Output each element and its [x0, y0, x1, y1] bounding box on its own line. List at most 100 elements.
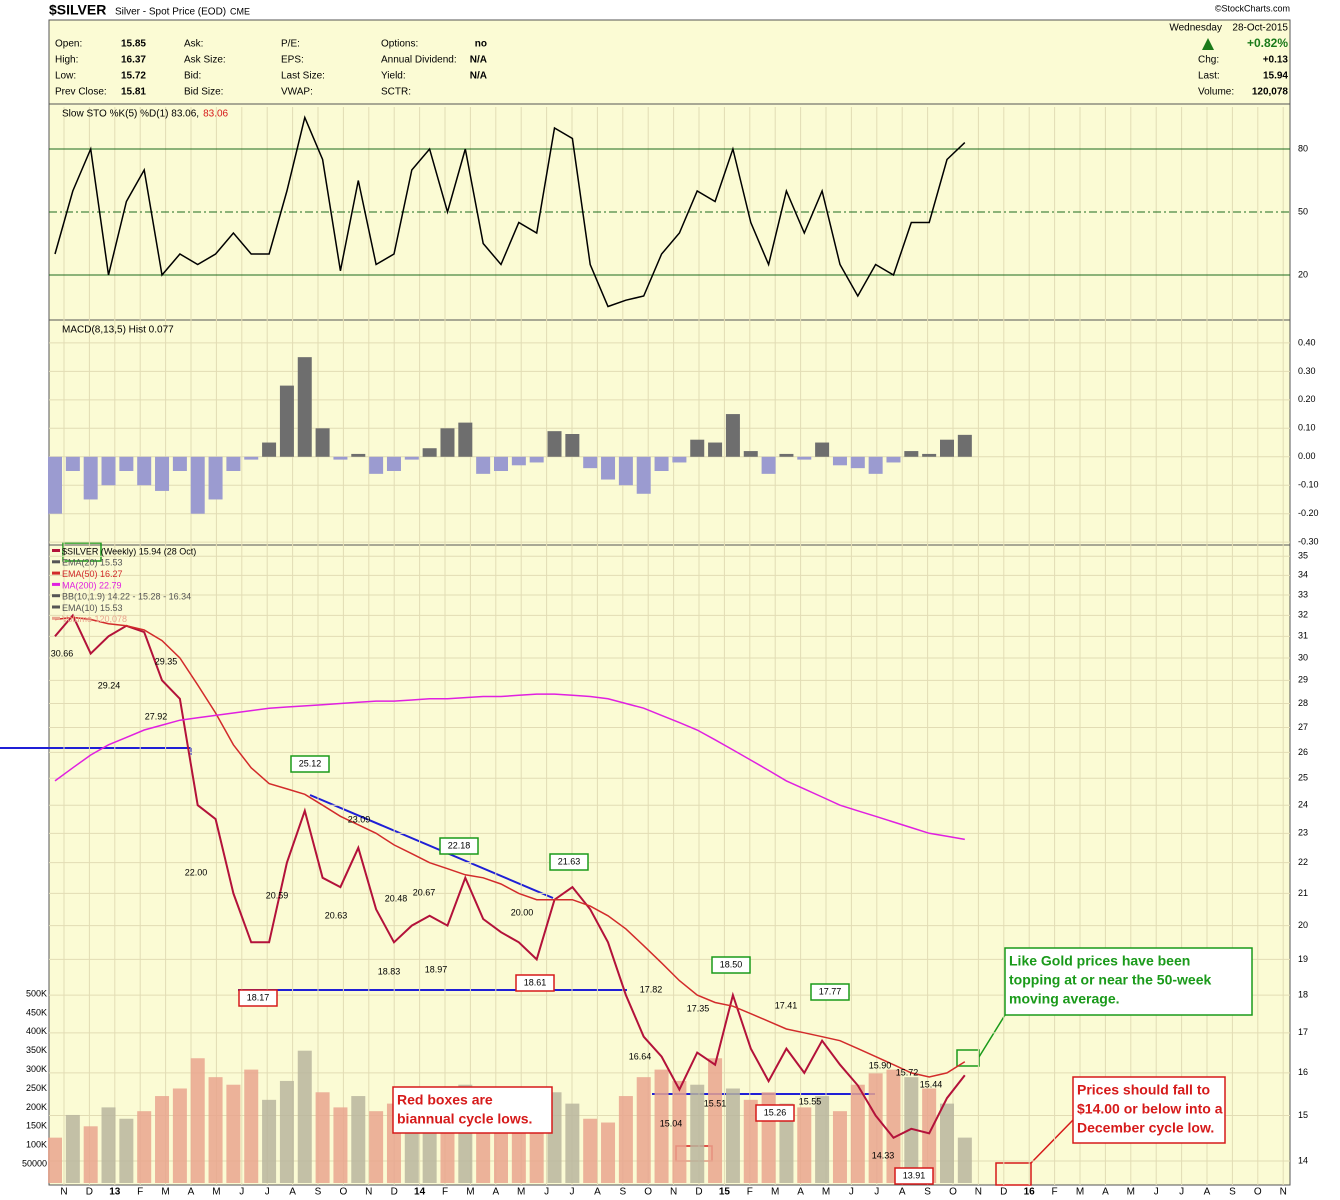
histogram-bar	[850, 456, 865, 469]
callout-text: Prices should fall to	[1077, 1082, 1210, 1098]
volume-bar	[618, 1096, 633, 1183]
up-arrow	[1202, 38, 1214, 50]
histogram-bar	[761, 456, 776, 474]
x-tick-label: J	[265, 1187, 270, 1198]
quote-label: Bid Size:	[184, 87, 223, 98]
histogram-bar	[315, 428, 330, 457]
cycle-box	[995, 1162, 1032, 1186]
price-annotation: 17.77	[819, 986, 842, 996]
volume-bar	[351, 1096, 366, 1183]
legend-swatch	[52, 582, 60, 586]
y-tick-label: 19	[1298, 954, 1308, 964]
histogram-bar	[708, 442, 723, 457]
x-tick-label: D	[391, 1187, 398, 1198]
y-tick-label: 29	[1298, 675, 1308, 685]
volume-bar	[583, 1118, 598, 1183]
volume-bar	[155, 1096, 170, 1183]
volume-bar	[779, 1103, 794, 1183]
y2-tick-label: 350K	[26, 1045, 47, 1055]
quote-label: Last:	[1198, 71, 1220, 82]
quote-value: 120,078	[1252, 87, 1289, 98]
quote-label: Options:	[381, 39, 418, 50]
quote-value: 15.85	[121, 39, 146, 50]
annotation-box	[290, 755, 330, 773]
x-tick-label: S	[924, 1187, 931, 1198]
histogram-bar	[815, 442, 830, 457]
x-tick-label: J	[544, 1187, 549, 1198]
y-tick-label: 32	[1298, 610, 1308, 620]
y-tick-label: 17	[1298, 1027, 1308, 1037]
x-tick-label: A	[797, 1187, 804, 1198]
x-tick-label: O	[1254, 1187, 1262, 1198]
price-annotation: 30.66	[51, 648, 74, 658]
y-tick-label: 24	[1298, 800, 1308, 810]
volume-bar	[868, 1073, 883, 1183]
histogram-bar	[226, 456, 241, 471]
volume-bar	[137, 1111, 152, 1183]
y2-tick-label: 200K	[26, 1102, 47, 1112]
histogram-bar	[779, 453, 794, 457]
x-tick-label: F	[747, 1187, 753, 1198]
x-tick-label: D	[1000, 1187, 1007, 1198]
histogram-bar	[743, 451, 758, 457]
x-tick-label: A	[492, 1187, 499, 1198]
annotation-box	[711, 956, 751, 974]
day: Wednesday	[1169, 23, 1222, 34]
price-annotation: 17.82	[640, 984, 663, 994]
quote-value: 15.72	[121, 71, 146, 82]
legend-swatch	[52, 616, 60, 620]
price-annotation: 15.51	[704, 1098, 727, 1108]
price-annotation: 15.55	[799, 1096, 822, 1106]
price-annotation: 18.50	[720, 959, 743, 969]
price-annotation: 15.90	[869, 1060, 892, 1070]
histogram-bar	[547, 431, 562, 457]
x-tick-label: J	[239, 1187, 244, 1198]
histogram-bar	[65, 456, 80, 471]
quote-label: Bid:	[184, 71, 201, 82]
quote-value: N/A	[470, 71, 487, 82]
x-tick-label: N	[1280, 1187, 1287, 1198]
volume-bar	[279, 1080, 294, 1183]
price-line	[54, 613, 966, 1140]
price-annotation: 18.97	[425, 964, 448, 974]
x-tick-label: A	[188, 1187, 195, 1198]
x-tick-label: F	[137, 1187, 143, 1198]
volume-bar	[101, 1107, 116, 1183]
x-tick-label: F	[1052, 1187, 1058, 1198]
histogram-bar	[386, 456, 401, 471]
quote-label: Ask Size:	[184, 55, 226, 66]
callout-box	[1004, 947, 1253, 1016]
histogram-bar	[48, 456, 62, 514]
histogram-bar	[672, 456, 687, 463]
histogram-bar	[601, 456, 616, 480]
histogram-bar	[476, 456, 491, 474]
legend-label: BB(10,1.9) 14.22 - 15.28 - 16.34	[62, 592, 191, 602]
x-tick-label: M	[161, 1187, 169, 1198]
callout-text: topping at or near the 50-week	[1009, 972, 1211, 988]
quote-value: +0.13	[1263, 55, 1289, 66]
x-tick-label: J	[874, 1187, 879, 1198]
x-tick-label: 16	[1024, 1187, 1036, 1198]
y-tick-label: 25	[1298, 773, 1308, 783]
y-tick-label: 33	[1298, 589, 1308, 599]
price-annotation: 17.41	[775, 1000, 798, 1010]
histogram-bar	[83, 456, 98, 500]
price-annotation: 22.00	[185, 867, 208, 877]
histogram-bar	[886, 456, 901, 463]
y-tick-label: 34	[1298, 570, 1308, 580]
volume-bar	[315, 1092, 330, 1183]
x-tick-label: 14	[414, 1187, 426, 1198]
volume-bar	[119, 1118, 134, 1183]
x-tick-label: N	[365, 1187, 372, 1198]
price-annotation: 21.63	[558, 856, 581, 866]
annotation-box	[549, 853, 589, 871]
y-tick-label: -0.30	[1298, 537, 1319, 547]
legend-label: EMA(10) 15.53	[62, 603, 123, 613]
y-tick-label: -0.10	[1298, 480, 1319, 490]
x-tick-label: S	[1229, 1187, 1236, 1198]
volume-bar	[565, 1103, 580, 1183]
y-tick-label: 80	[1298, 143, 1308, 153]
y-tick-label: 15	[1298, 1110, 1308, 1120]
volume-bar	[815, 1096, 830, 1183]
price-annotation: 14.33	[872, 1150, 895, 1160]
